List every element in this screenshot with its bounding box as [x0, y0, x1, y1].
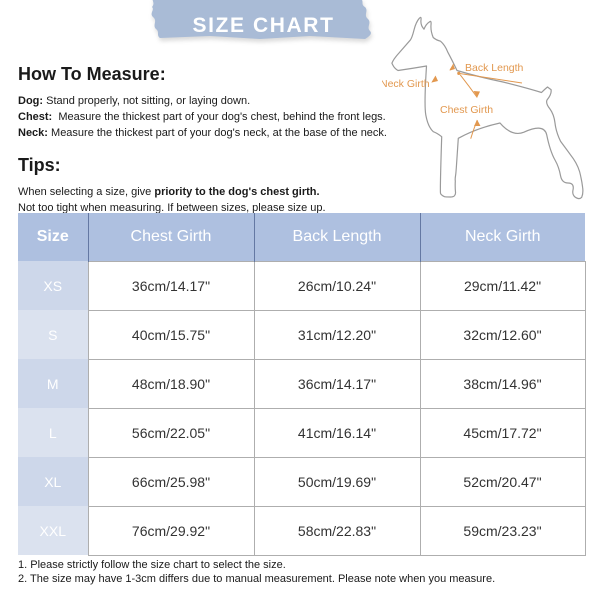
svg-text:Back Length: Back Length — [465, 62, 524, 74]
svg-text:Neck Girth: Neck Girth — [382, 78, 430, 90]
svg-text:Chest Girth: Chest Girth — [440, 104, 493, 116]
